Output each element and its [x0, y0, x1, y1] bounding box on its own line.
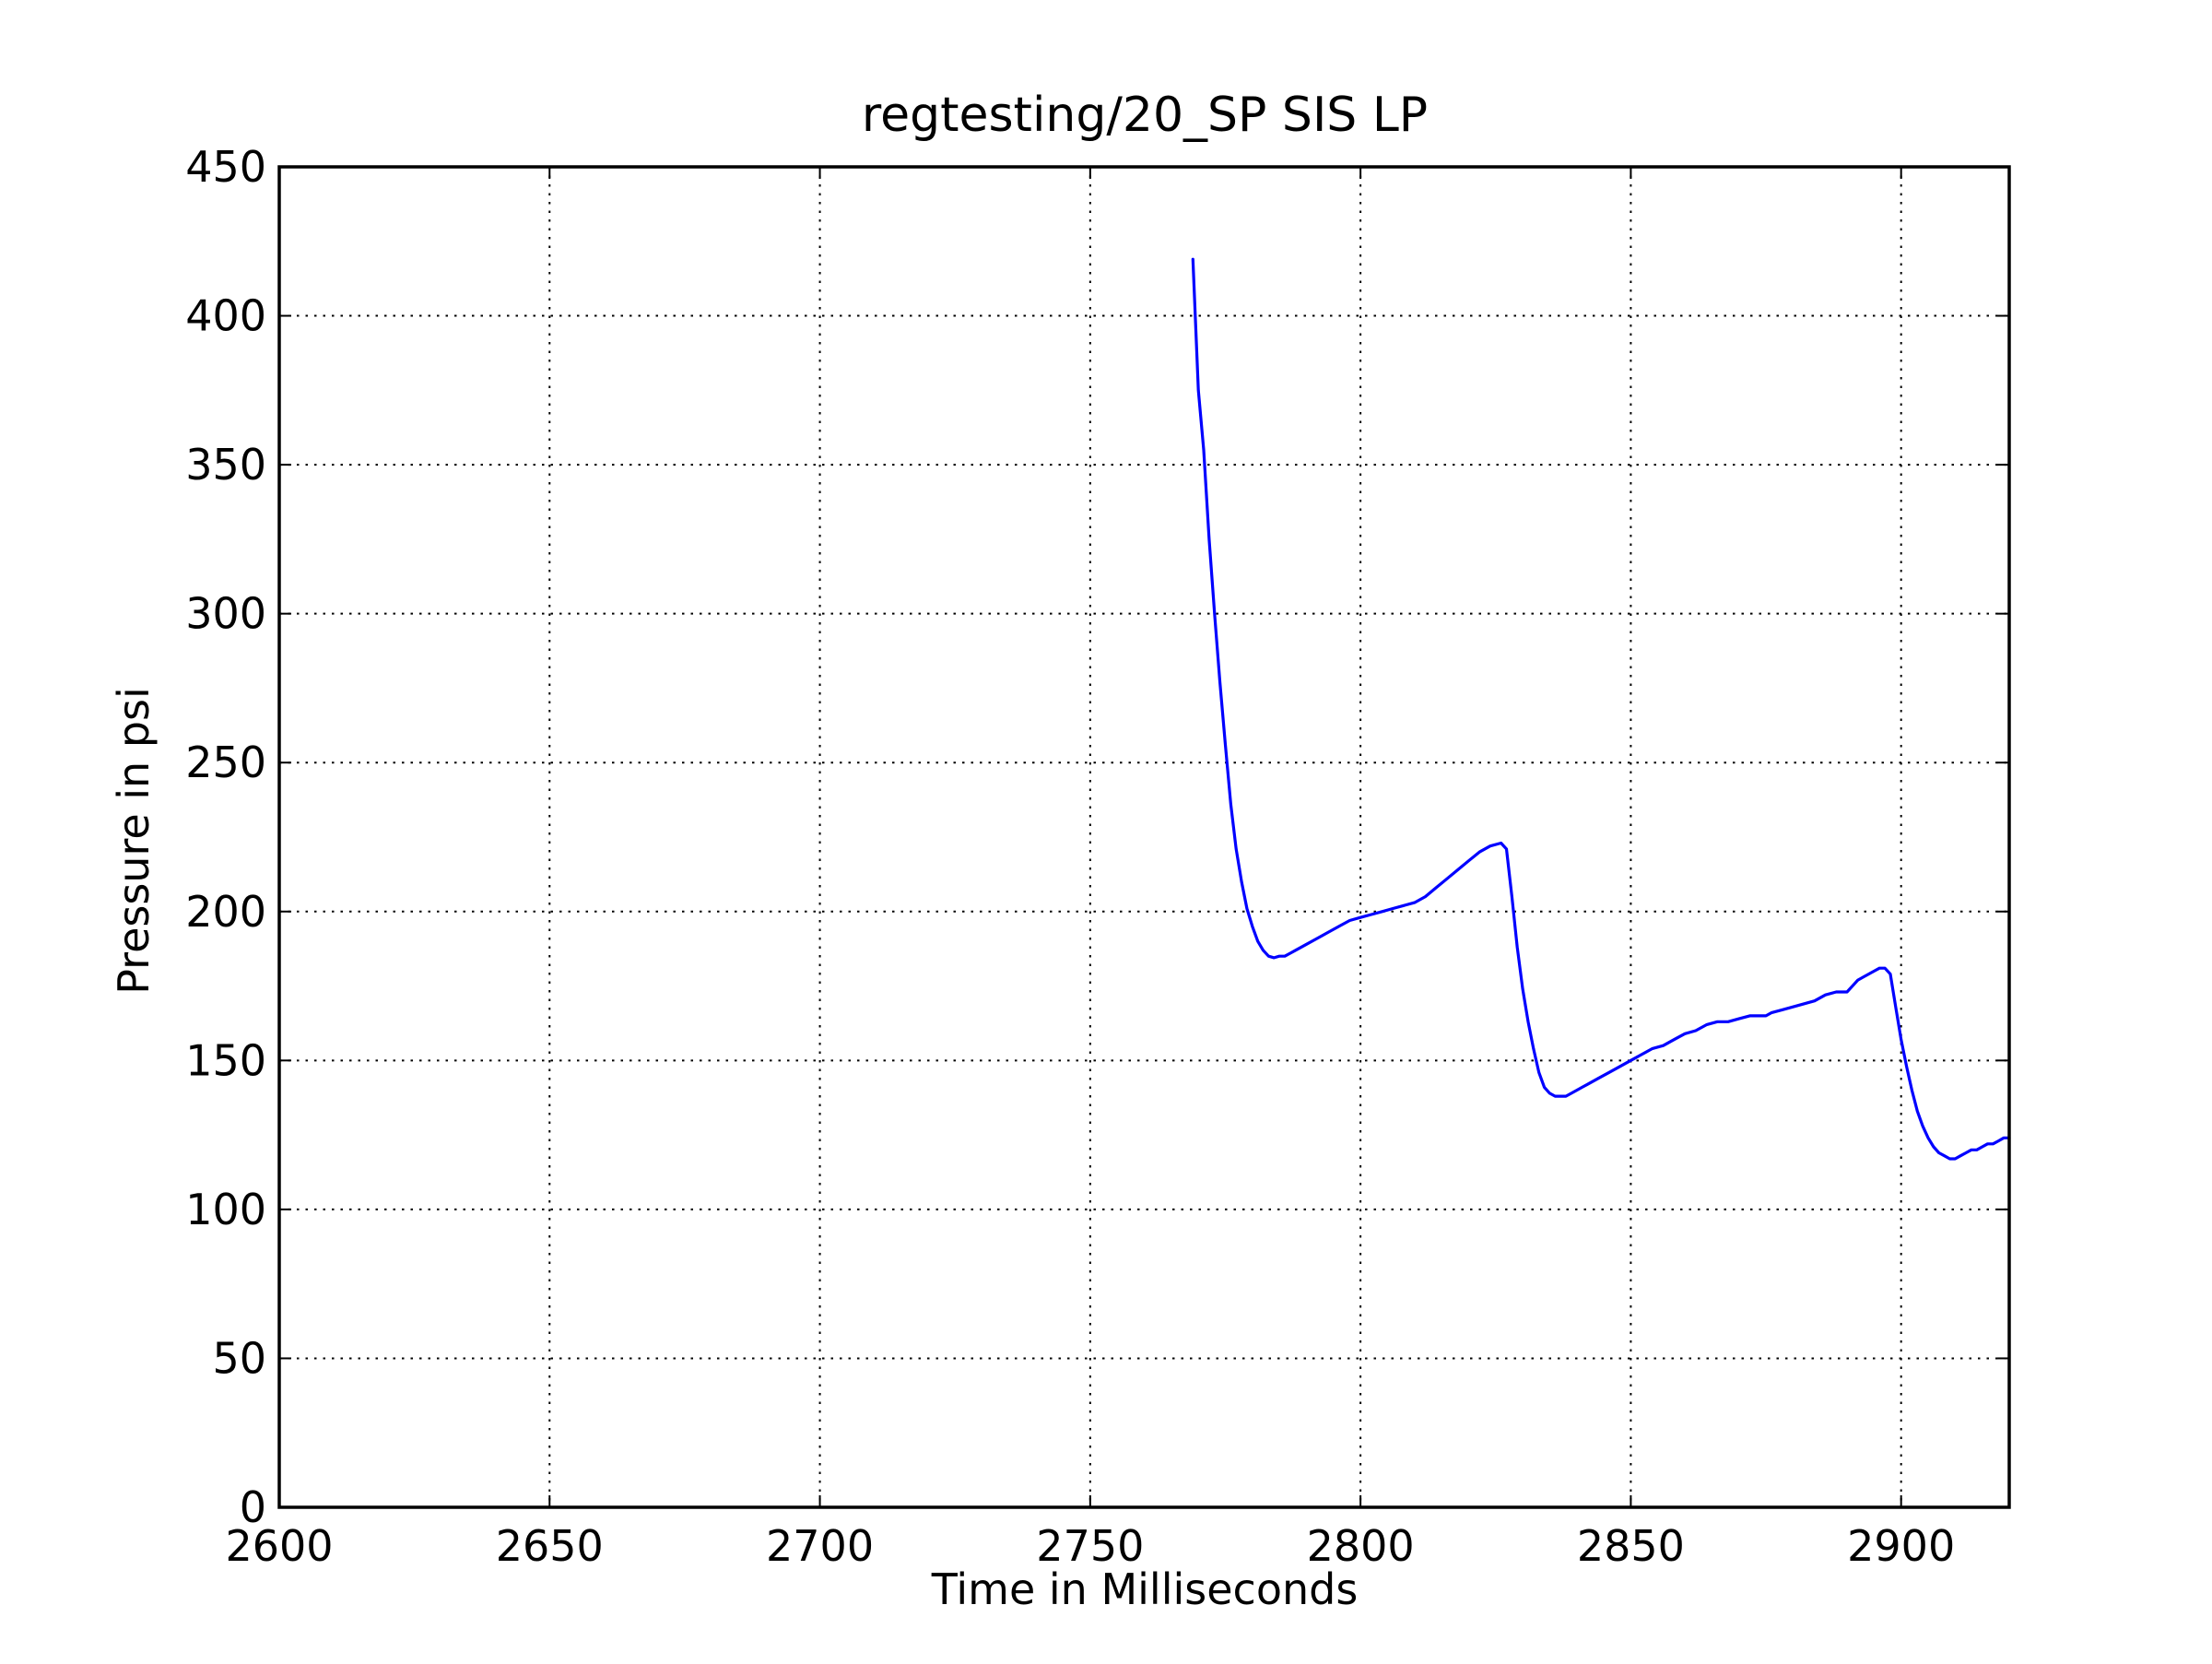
y-tick-label: 300	[185, 589, 266, 639]
y-tick-label: 450	[185, 142, 266, 192]
y-tick-label: 100	[185, 1185, 266, 1234]
x-tick-label: 2800	[1307, 1521, 1415, 1571]
x-tick-label: 2750	[1036, 1521, 1144, 1571]
y-tick-label: 200	[185, 887, 266, 937]
y-tick-label: 150	[185, 1035, 266, 1085]
x-tick-label: 2700	[766, 1521, 874, 1571]
ticks: 2600 2650 2700 2750 2800 2850 2900 0 50 100 150 200…	[185, 142, 2009, 1571]
series-line	[1191, 257, 2011, 1161]
y-axis-label: Pressure in psi	[109, 687, 159, 995]
series-layer	[1191, 257, 2011, 1161]
y-tick-label: 0	[240, 1482, 266, 1532]
y-tick-label: 50	[212, 1333, 266, 1383]
x-tick-label: 2900	[1847, 1521, 1955, 1571]
plot-frame	[277, 165, 2011, 1509]
y-tick-label: 400	[185, 291, 266, 341]
y-tick-label: 250	[185, 738, 266, 787]
grid	[278, 166, 2009, 1508]
chart-title: regtesting/20_SP SIS LP	[862, 88, 1428, 143]
x-axis-label: Time in Milliseconds	[931, 1564, 1359, 1614]
x-tick-label: 2650	[496, 1521, 604, 1571]
x-tick-label: 2600	[225, 1521, 333, 1571]
y-tick-label: 350	[185, 440, 266, 490]
x-tick-label: 2850	[1577, 1521, 1685, 1571]
